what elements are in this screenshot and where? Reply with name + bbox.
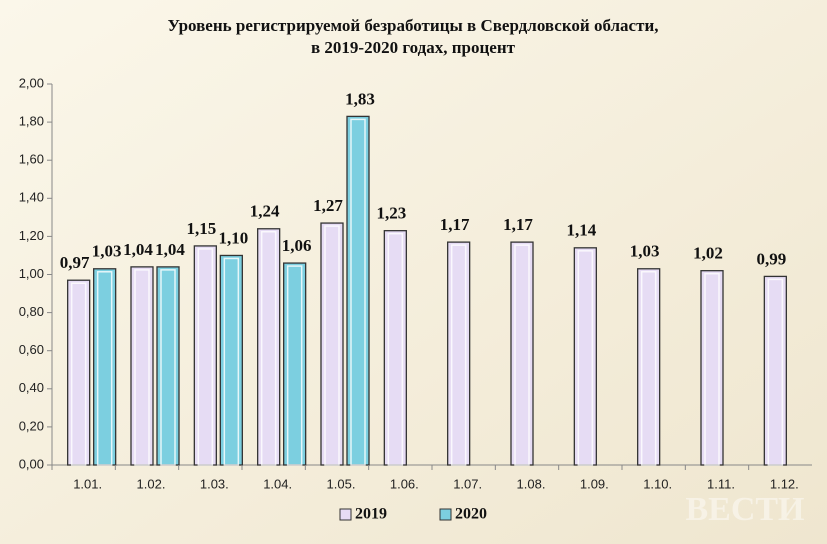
- bar-highlight: [450, 244, 467, 466]
- x-tick-label: 1.05.: [327, 476, 356, 491]
- bar-highlight: [160, 269, 176, 466]
- legend-label: 2019: [355, 506, 387, 523]
- value-label: 1,27: [313, 196, 343, 215]
- x-tick-label: 1.01.: [73, 476, 102, 491]
- bar-highlight: [96, 271, 113, 466]
- value-label: 1,10: [218, 228, 248, 247]
- bar-highlight: [514, 244, 530, 466]
- y-tick-label: 2,00: [19, 75, 44, 90]
- bar-highlight: [704, 272, 720, 466]
- y-tick-label: 0,20: [19, 418, 44, 433]
- y-tick-label: 0,80: [19, 304, 44, 319]
- value-label: 1,15: [186, 219, 216, 238]
- chart-title: Уровень регистрируемой безработицы в Све…: [168, 16, 659, 35]
- watermark: ВЕСТИ: [685, 491, 804, 528]
- bar-highlight: [70, 282, 87, 466]
- y-tick-label: 0,00: [19, 456, 44, 471]
- x-tick-label: 1.02.: [137, 476, 166, 491]
- x-tick-label: 1.04.: [263, 476, 292, 491]
- y-tick-label: 1,00: [19, 266, 44, 281]
- x-tick-label: 1.08.: [517, 476, 546, 491]
- value-label: 1,03: [630, 242, 660, 261]
- chart-title: в 2019-2020 годах, процент: [311, 38, 516, 57]
- y-tick-label: 0,60: [19, 342, 44, 357]
- bar-highlight: [350, 118, 366, 466]
- value-label: 1,04: [155, 240, 185, 259]
- bar-highlight: [197, 248, 214, 466]
- y-tick-label: 0,40: [19, 380, 44, 395]
- x-tick-label: 1.12.: [770, 476, 799, 491]
- bar-highlight: [134, 269, 150, 466]
- value-label: 1,14: [566, 221, 596, 240]
- bar-highlight: [286, 265, 303, 466]
- bar-highlight: [767, 278, 784, 466]
- x-tick-label: 1.11.: [707, 476, 735, 491]
- bar-highlight: [387, 232, 404, 466]
- x-tick-label: 1.06.: [390, 476, 419, 491]
- value-label: 0,97: [60, 253, 90, 272]
- value-label: 1,17: [503, 215, 533, 234]
- x-tick-label: 1.07.: [453, 476, 482, 491]
- legend-label: 2020: [455, 506, 487, 523]
- y-tick-label: 1,20: [19, 228, 44, 243]
- y-tick-label: 1,40: [19, 190, 44, 205]
- bar-highlight: [260, 231, 277, 466]
- x-tick-label: 1.10.: [643, 476, 672, 491]
- x-tick-label: 1.03.: [200, 476, 229, 491]
- bar-highlight: [223, 257, 240, 466]
- bar-highlight: [577, 250, 594, 466]
- bar-highlight: [640, 271, 657, 466]
- value-label: 1,03: [92, 242, 122, 261]
- x-tick-label: 1.09.: [580, 476, 609, 491]
- y-tick-label: 1,60: [19, 152, 44, 167]
- value-label: 1,06: [282, 236, 312, 255]
- value-label: 1,04: [123, 240, 153, 259]
- y-tick-label: 1,80: [19, 114, 44, 129]
- legend-swatch: [439, 508, 452, 521]
- value-label: 0,99: [756, 249, 786, 268]
- value-label: 1,83: [345, 89, 375, 108]
- value-label: 1,17: [440, 215, 470, 234]
- legend-swatch: [339, 508, 352, 521]
- value-label: 1,24: [250, 202, 280, 221]
- value-label: 1,02: [693, 244, 723, 263]
- bar-highlight: [324, 225, 340, 466]
- value-label: 1,23: [376, 204, 406, 223]
